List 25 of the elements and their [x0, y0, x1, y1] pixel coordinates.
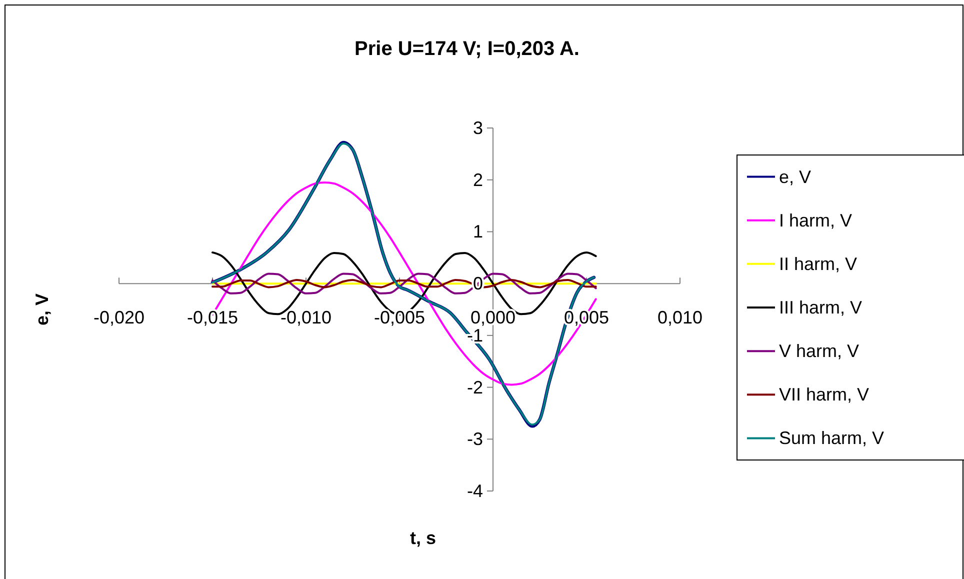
- legend-label: Sum harm, V: [779, 428, 884, 448]
- legend-label: III harm, V: [779, 298, 862, 318]
- legend-label: I harm, V: [779, 210, 852, 230]
- line-series: [212, 278, 597, 288]
- legend-label: II harm, V: [779, 254, 858, 274]
- x-axis-title: t, s: [410, 528, 436, 548]
- x-tick-label: 0,010: [657, 308, 703, 328]
- y-tick-label: 0: [472, 274, 483, 294]
- y-tick-label: -3: [466, 429, 483, 450]
- legend-label: V harm, V: [779, 341, 860, 362]
- x-tick-label: -0,020: [93, 308, 145, 328]
- x-tick-label: -0,015: [186, 308, 238, 328]
- x-tick-label: 0,000: [470, 308, 516, 328]
- y-tick-label: 3: [472, 118, 483, 138]
- y-tick-label: 1: [472, 222, 483, 242]
- x-tick-label: -0,005: [374, 308, 426, 328]
- legend-label: VII harm, V: [779, 384, 870, 405]
- legend-label: e, V: [779, 166, 812, 187]
- y-tick-label: 2: [472, 170, 483, 190]
- y-axis-title: e, V: [32, 293, 52, 326]
- line-series: [212, 272, 597, 294]
- x-tick-label: -0,010: [280, 308, 332, 328]
- y-tick-label: -4: [466, 481, 483, 501]
- y-tick-label: -2: [466, 377, 483, 398]
- chart-title: Prie U=174 V; I=0,203 A.: [354, 38, 580, 60]
